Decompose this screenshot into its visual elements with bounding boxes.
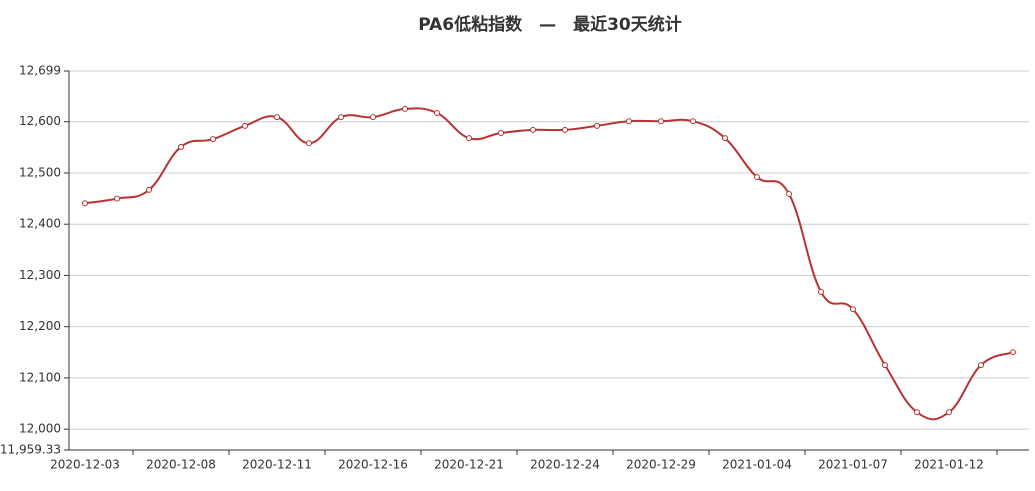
- point: [658, 118, 664, 125]
- point: [594, 122, 600, 129]
- point: [914, 409, 920, 416]
- point: [818, 288, 824, 295]
- point: [882, 362, 888, 369]
- x-tick-label: 2020-12-03: [50, 458, 120, 472]
- point: [434, 110, 440, 117]
- x-tick-label: 2021-01-04: [722, 458, 792, 472]
- point: [786, 190, 792, 197]
- chart-title: PA6低粘指数 — 最近30天统计: [418, 14, 682, 35]
- point: [850, 306, 856, 313]
- y-tick-label: 12,400: [19, 217, 61, 231]
- point: [306, 140, 312, 147]
- point: [242, 122, 248, 129]
- point: [210, 136, 216, 143]
- point: [274, 114, 280, 121]
- point: [82, 200, 88, 207]
- x-tick-label: 2020-12-29: [626, 458, 696, 472]
- point: [562, 126, 568, 133]
- x-tick-label: 2020-12-11: [242, 458, 312, 472]
- point: [978, 362, 984, 369]
- y-tick-label: 12,699: [19, 64, 61, 78]
- y-tick-label: 12,500: [19, 165, 61, 179]
- point: [498, 129, 504, 136]
- point: [370, 114, 376, 121]
- y-tick-label: 12,300: [19, 268, 61, 282]
- y-tick-label: 11,959.33: [0, 443, 61, 457]
- point: [338, 114, 344, 121]
- point: [722, 135, 728, 142]
- point: [690, 118, 696, 125]
- point: [530, 126, 536, 133]
- point: [626, 118, 632, 125]
- point: [1010, 349, 1016, 356]
- point: [146, 186, 152, 193]
- y-tick-label: 12,600: [19, 114, 61, 128]
- x-tick-label: 2020-12-08: [146, 458, 216, 472]
- point: [946, 409, 952, 416]
- point: [402, 105, 408, 112]
- x-tick-label: 2021-01-07: [818, 458, 888, 472]
- y-tick-label: 12,000: [19, 422, 61, 436]
- x-tick-label: 2020-12-16: [338, 458, 408, 472]
- point: [114, 195, 120, 202]
- line: [84, 107, 1014, 421]
- x-tick-label: 2021-01-12: [914, 458, 984, 472]
- point: [466, 135, 472, 142]
- x-tick-label: 2020-12-24: [530, 458, 600, 472]
- y-tick-label: 12,200: [19, 319, 61, 333]
- x-tick-label: 2020-12-21: [434, 458, 504, 472]
- point: [178, 143, 184, 150]
- point: [754, 174, 760, 181]
- y-tick-label: 12,100: [19, 370, 61, 384]
